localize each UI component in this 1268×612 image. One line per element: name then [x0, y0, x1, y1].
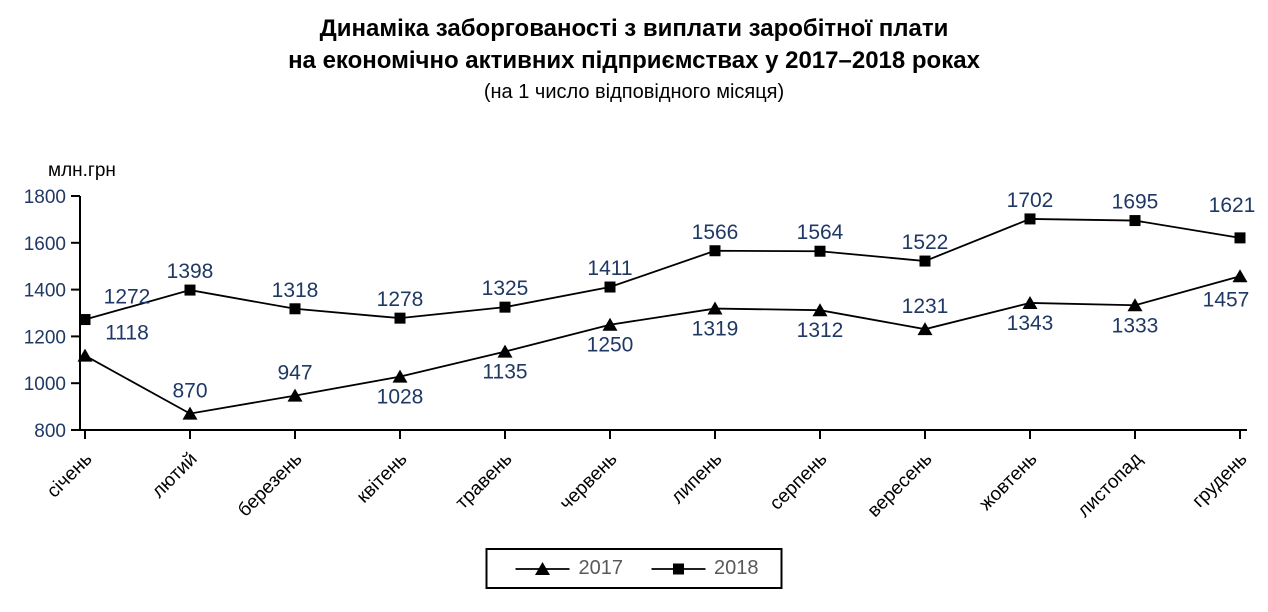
series-2017-triangle-marker [602, 317, 618, 331]
x-axis-month-label: січень [43, 449, 97, 503]
series-2017-value-label: 1457 [1203, 288, 1250, 311]
series-2017-value-label: 1135 [482, 361, 527, 384]
series-2017-value-label: 1028 [377, 386, 424, 409]
series-2018-value-label: 1564 [797, 221, 844, 244]
series-2017-value-label: 1250 [587, 334, 634, 357]
series-2018-square-marker [709, 245, 721, 257]
legend-entry-2017: 2017 [514, 557, 624, 580]
series-2018-value-label: 1621 [1209, 194, 1256, 217]
series-2018-square-marker [79, 314, 91, 326]
y-axis-tick-label: 1400 [24, 281, 66, 302]
x-axis-month-label: листопад [1074, 449, 1147, 522]
series-2018-value-label: 1702 [1007, 189, 1054, 212]
chart-title-line-2: на економічно активних підприємствах у 2… [288, 47, 980, 74]
series-2017-triangle-marker [77, 348, 93, 362]
x-axis-month-label: травень [452, 449, 517, 514]
series-2018-value-label: 1411 [587, 257, 632, 280]
series-2018-square-marker [1129, 215, 1141, 227]
y-axis-tick-label: 1600 [24, 234, 66, 255]
series-2018-value-label: 1272 [104, 286, 151, 309]
series-2017-value-label: 1333 [1112, 314, 1159, 337]
series-2018-square-marker [919, 255, 931, 267]
series-2018-square-marker [1234, 232, 1246, 244]
series-2018-value-label: 1325 [482, 277, 529, 300]
series-2017-triangle-marker [287, 388, 303, 402]
series-2017-value-label: 947 [277, 362, 312, 385]
legend-label-2017: 2017 [578, 557, 624, 579]
x-axis-month-label: квітень [353, 449, 412, 508]
series-2018-value-label: 1566 [692, 221, 739, 244]
series-2017-triangle-marker [707, 301, 723, 315]
series-2018-square-marker [499, 301, 511, 313]
chart-title-line-1: Динаміка заборгованості з виплати заробі… [319, 15, 949, 42]
series-2017-triangle-marker [392, 369, 408, 383]
series-2018-square-marker [814, 245, 826, 257]
series-2017-triangle-marker [1022, 295, 1038, 309]
legend-entry-2018: 2018 [649, 557, 759, 580]
series-2017-triangle-marker [812, 303, 828, 317]
series-2018-square-marker [1024, 213, 1036, 225]
series-2018-value-label: 1522 [902, 231, 949, 254]
series-2017-triangle-marker [497, 344, 513, 358]
series-2018-square-marker [289, 303, 301, 315]
series-2018-value-label: 1695 [1112, 191, 1159, 214]
series-2018-line [84, 218, 1241, 321]
series-2017-value-label: 1319 [692, 318, 739, 341]
chart-legend: 2017 2018 [485, 548, 783, 589]
series-2017-value-label: 1118 [105, 322, 149, 345]
series-2018-value-label: 1318 [272, 279, 319, 302]
y-axis-unit-label: млн.грн [48, 160, 116, 181]
series-2017-triangle-marker [1127, 298, 1143, 312]
y-axis-tick-label: 1000 [24, 374, 66, 395]
series-2018-square-marker [394, 312, 406, 324]
x-axis-month-label: червень [556, 449, 622, 515]
series-2018-square-marker [184, 284, 196, 296]
x-axis-month-label: жовтень [975, 449, 1041, 515]
legend-label-2018: 2018 [714, 557, 759, 579]
series-2017-triangle-marker [1232, 269, 1248, 283]
series-2018-square-marker [604, 281, 616, 293]
series-2017-triangle-marker [917, 322, 933, 336]
series-2017-value-label: 1231 [902, 295, 949, 318]
chart-title-block: Динаміка заборгованості з виплати заробі… [0, 13, 1268, 107]
x-axis-month-label: серпень [766, 449, 832, 515]
series-2017-value-label: 870 [172, 380, 207, 403]
x-axis-month-label: березень [234, 449, 306, 521]
y-axis-tick-label: 1200 [24, 327, 66, 348]
x-axis-month-label: лютий [148, 449, 202, 503]
x-axis-month-label: липень [667, 449, 726, 508]
chart-subtitle: (на 1 число відповідного місяця) [483, 81, 785, 103]
series-2017-triangle-marker [182, 406, 198, 420]
series-2017-value-label: 1343 [1007, 312, 1054, 335]
y-axis-tick-label: 800 [34, 421, 66, 442]
legend-2018-square-marker-icon [651, 563, 705, 574]
x-axis-month-label: грудень [1188, 449, 1251, 512]
x-axis-month-label: вересень [864, 449, 937, 522]
series-2017-value-label: 1312 [797, 319, 844, 342]
series-2018-value-label: 1278 [377, 288, 424, 311]
y-axis-tick-label: 1800 [24, 187, 66, 208]
series-2018-value-label: 1398 [167, 260, 214, 283]
series-2017-line [84, 275, 1241, 415]
legend-2017-triangle-marker-icon [515, 561, 570, 575]
